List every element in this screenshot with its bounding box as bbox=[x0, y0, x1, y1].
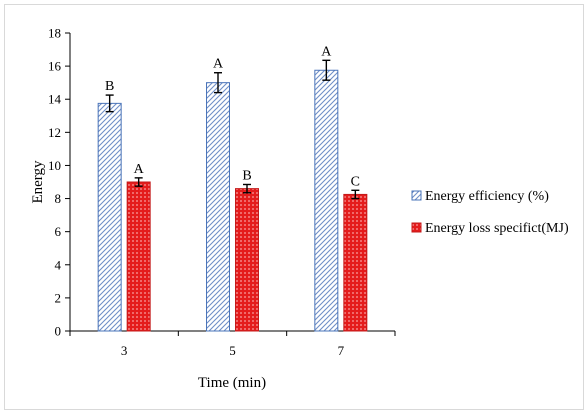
bars bbox=[97, 59, 368, 332]
legend-swatch bbox=[411, 190, 422, 201]
y-tick-label: 4 bbox=[55, 257, 62, 272]
significance-letter: A bbox=[321, 44, 332, 59]
x-axis-title: Time (min) bbox=[198, 375, 266, 391]
significance-letter: B bbox=[105, 79, 114, 94]
x-tick-label: 7 bbox=[338, 343, 345, 358]
bar bbox=[235, 188, 259, 332]
x-axis: 3 5 7 bbox=[69, 330, 396, 358]
legend-label: Energy efficiency (%) bbox=[425, 189, 549, 204]
significance-letter: B bbox=[242, 168, 251, 183]
y-tick-label: 14 bbox=[48, 92, 62, 107]
y-tick-label: 18 bbox=[48, 26, 61, 41]
bar bbox=[97, 102, 122, 332]
bar bbox=[343, 193, 368, 332]
y-tick-label: 16 bbox=[48, 59, 62, 74]
bar bbox=[126, 181, 151, 332]
bar bbox=[206, 82, 230, 332]
significance-letter: A bbox=[134, 162, 145, 177]
significance-letter: C bbox=[351, 174, 360, 189]
x-tick-label: 3 bbox=[121, 343, 128, 358]
legend-label: Energy loss specifict(MJ) bbox=[425, 221, 569, 236]
bar bbox=[314, 69, 339, 332]
y-tick-label: 8 bbox=[55, 191, 62, 206]
legend: Energy efficiency (%) Energy loss specifi… bbox=[411, 189, 569, 236]
significance-letter: A bbox=[213, 57, 224, 72]
significance-letters: B A A B A C bbox=[105, 44, 360, 189]
y-axis-title: Energy bbox=[30, 160, 46, 204]
x-tick-label: 5 bbox=[229, 343, 236, 358]
y-tick-label: 0 bbox=[55, 324, 62, 339]
legend-swatch bbox=[411, 222, 422, 233]
y-tick-label: 12 bbox=[48, 125, 61, 140]
y-tick-label: 6 bbox=[55, 224, 62, 239]
y-tick-label: 2 bbox=[55, 290, 62, 305]
y-axis: 0 2 4 6 8 10 12 14 16 18 bbox=[48, 26, 71, 339]
y-tick-label: 10 bbox=[48, 158, 61, 173]
